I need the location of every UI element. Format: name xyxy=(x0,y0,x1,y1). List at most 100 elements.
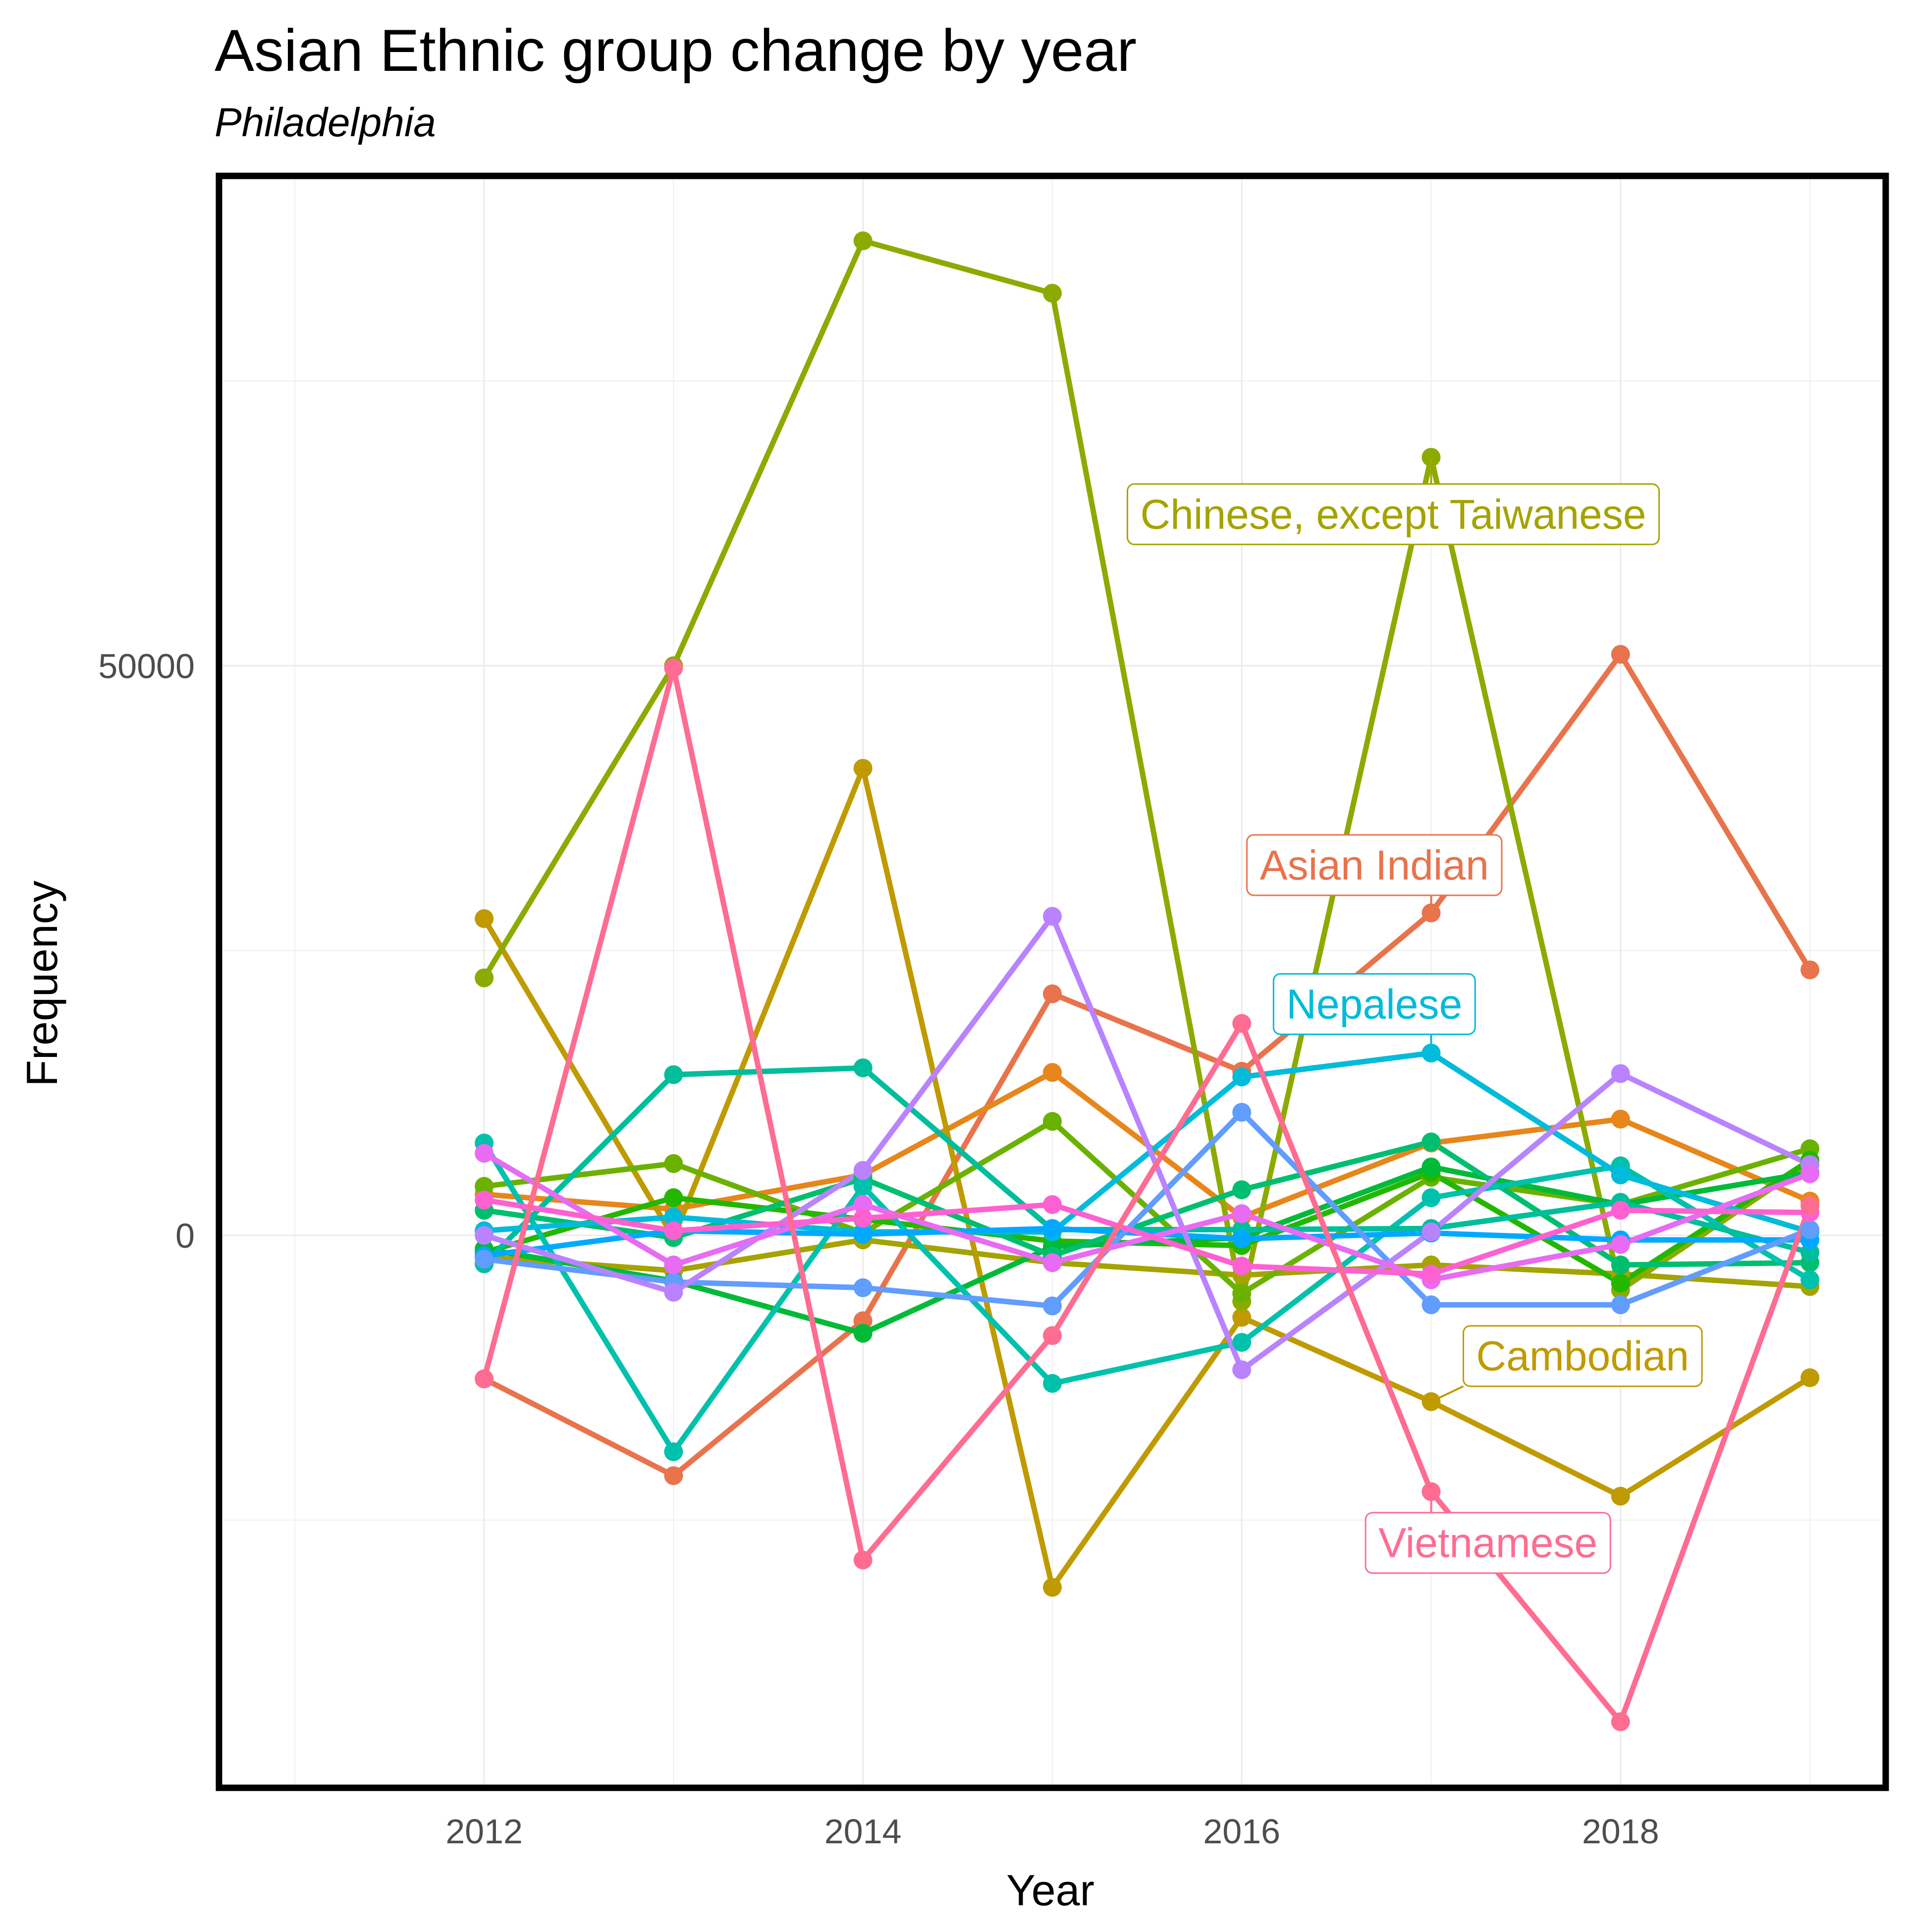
data-point xyxy=(1232,1308,1252,1327)
data-point xyxy=(664,1442,683,1461)
data-point xyxy=(664,1466,683,1486)
data-point xyxy=(475,1144,494,1163)
data-point xyxy=(1043,1296,1062,1316)
data-point xyxy=(1043,1374,1062,1393)
data-point xyxy=(1232,1180,1252,1200)
data-point xyxy=(853,1177,872,1196)
data-point xyxy=(1611,1201,1630,1220)
data-point xyxy=(664,1282,683,1302)
data-point xyxy=(664,1188,683,1208)
data-point xyxy=(853,1278,872,1297)
series-line-4 xyxy=(481,238,1813,1304)
data-point xyxy=(1421,1158,1441,1177)
data-point xyxy=(853,759,872,778)
data-point xyxy=(853,1195,872,1214)
data-point xyxy=(1421,1188,1441,1208)
data-point xyxy=(1611,1295,1630,1315)
data-point xyxy=(853,1058,872,1078)
series-label-box xyxy=(1127,483,1660,546)
data-point xyxy=(1611,1487,1630,1506)
series-line-2 xyxy=(481,765,1813,1590)
data-point xyxy=(1611,1235,1630,1254)
series-line-13 xyxy=(481,1109,1813,1309)
y-axis-label: Frequency xyxy=(17,881,66,1087)
data-point xyxy=(853,231,872,251)
data-point xyxy=(1043,1195,1062,1214)
data-point xyxy=(1421,1222,1441,1242)
data-point xyxy=(1611,1255,1630,1274)
data-point xyxy=(475,1190,494,1210)
y-tick-label: 50000 xyxy=(98,647,195,686)
data-point xyxy=(475,1177,494,1196)
series-labels: Chinese, except Taiwanese Asian Indian Nep… xyxy=(1127,457,1703,1574)
series-label-box xyxy=(1272,973,1476,1035)
data-point xyxy=(475,1250,494,1269)
series-label-connector xyxy=(1430,1385,1464,1403)
data-point xyxy=(1800,1196,1820,1215)
data-point xyxy=(664,1255,683,1274)
series-lines xyxy=(481,238,1813,1725)
data-point xyxy=(1421,1132,1441,1152)
data-point xyxy=(1232,1284,1252,1303)
data-point xyxy=(475,1369,494,1388)
series-line-17 xyxy=(481,665,1813,1725)
series-line-11 xyxy=(481,1050,1813,1235)
data-point xyxy=(1421,1265,1441,1284)
data-point xyxy=(1611,1273,1630,1293)
data-point xyxy=(664,1065,683,1084)
series-line-10 xyxy=(481,1065,1813,1267)
data-point xyxy=(1232,1067,1252,1087)
series-label-text: Vietnamese xyxy=(1378,1520,1597,1566)
data-point xyxy=(1232,1229,1252,1248)
x-tick-label: 2016 xyxy=(1203,1812,1280,1851)
x-tick-label: 2014 xyxy=(824,1812,902,1851)
x-tick-label: 2012 xyxy=(445,1812,523,1851)
series-label: Asian Indian xyxy=(1246,834,1503,913)
series-line-16 xyxy=(481,1197,1813,1277)
y-axis-ticks: 0 50000 xyxy=(98,647,195,1255)
series-label: Chinese, except Taiwanese xyxy=(1127,457,1660,546)
series-line-3 xyxy=(481,1237,1813,1289)
series-label: Nepalese xyxy=(1272,973,1476,1053)
data-point xyxy=(1611,645,1630,664)
data-point xyxy=(1611,1165,1630,1185)
data-point xyxy=(1800,1220,1820,1239)
data-point xyxy=(475,968,494,988)
data-point xyxy=(853,1224,872,1244)
data-point xyxy=(1043,1063,1062,1082)
series-label-box xyxy=(1364,1512,1611,1574)
x-axis-ticks: 2012 2014 2016 2018 xyxy=(445,1812,1659,1851)
chart-title: Asian Ethnic group change by year xyxy=(215,17,1137,84)
data-point xyxy=(475,909,494,928)
data-point xyxy=(1232,1204,1252,1223)
chart-subtitle: Philadelphia xyxy=(215,100,436,145)
data-point xyxy=(1800,1368,1820,1387)
data-point xyxy=(664,659,683,678)
series-label-text: Asian Indian xyxy=(1260,842,1489,888)
data-point xyxy=(664,1154,683,1173)
series-label-box xyxy=(1463,1325,1703,1387)
data-point xyxy=(664,1221,683,1240)
series-label: Cambodian xyxy=(1430,1325,1703,1403)
series-label-box xyxy=(1246,834,1503,896)
data-point xyxy=(1800,960,1820,980)
x-tick-label: 2018 xyxy=(1582,1812,1659,1851)
x-axis-label: Year xyxy=(1006,1866,1094,1915)
data-point xyxy=(1611,1712,1630,1731)
series-line-14 xyxy=(481,913,1813,1373)
data-point xyxy=(1421,1295,1441,1315)
data-point xyxy=(1043,984,1062,1003)
data-point xyxy=(1043,1326,1062,1345)
data-point xyxy=(1800,1164,1820,1183)
data-point xyxy=(853,1550,872,1570)
data-point xyxy=(1800,1270,1820,1289)
data-point xyxy=(1043,1219,1062,1238)
data-point xyxy=(475,1226,494,1245)
data-point xyxy=(853,1324,872,1343)
plot-frame xyxy=(216,172,1889,1791)
data-point xyxy=(1232,1360,1252,1380)
data-point xyxy=(853,1160,872,1180)
series-line-0 xyxy=(481,652,1813,1479)
